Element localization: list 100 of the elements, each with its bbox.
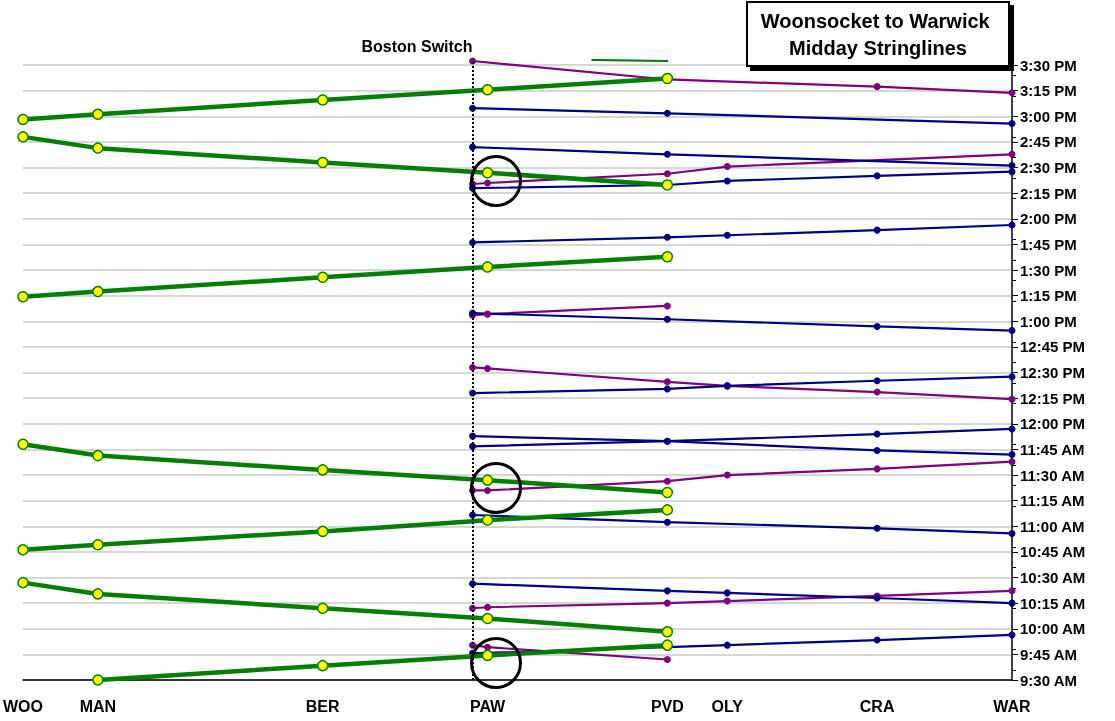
- point: [1008, 150, 1016, 158]
- point: [481, 166, 494, 179]
- point: [661, 626, 674, 638]
- y-tick-label: 2:15 PM: [1020, 184, 1077, 202]
- point: [316, 94, 329, 106]
- point: [481, 261, 494, 273]
- y-tick-label: 10:00 AM: [1020, 620, 1086, 638]
- point: [484, 603, 492, 611]
- point: [17, 290, 29, 303]
- y-tick-label: 2:45 PM: [1020, 133, 1077, 151]
- point: [873, 172, 881, 180]
- y-tick-label: 12:00 PM: [1020, 415, 1086, 433]
- point: [663, 170, 671, 178]
- point: [873, 83, 881, 91]
- point: [481, 514, 494, 526]
- point: [92, 538, 104, 551]
- point: [663, 109, 671, 117]
- point: [1008, 162, 1016, 170]
- y-tick-label: 12:15 PM: [1020, 389, 1086, 407]
- point: [481, 649, 494, 662]
- point: [92, 449, 104, 462]
- y-tick-label: 11:00 AM: [1020, 517, 1085, 535]
- point: [873, 465, 881, 473]
- point: [484, 643, 492, 651]
- point: [661, 486, 674, 499]
- point: [723, 471, 731, 479]
- point: [316, 602, 329, 615]
- x-tick-label: WOO: [3, 697, 43, 715]
- x-tick-label: MAN: [79, 697, 117, 715]
- x-tick-label: BER: [305, 697, 341, 715]
- x-tick-label: WAR: [993, 697, 1032, 715]
- y-tick-label: 1:45 PM: [1020, 235, 1077, 253]
- point: [661, 639, 674, 651]
- point: [1008, 529, 1016, 537]
- y-tick-label: 1:30 PM: [1020, 261, 1077, 279]
- point: [17, 576, 29, 589]
- x-tick-label: CRA: [859, 697, 895, 715]
- point: [92, 674, 104, 686]
- point: [484, 486, 492, 494]
- point: [663, 385, 671, 393]
- point: [481, 83, 494, 96]
- point: [723, 231, 731, 239]
- point: [663, 150, 671, 158]
- point: [481, 612, 494, 625]
- point: [316, 525, 329, 538]
- point: [661, 504, 674, 516]
- point: [1008, 89, 1016, 97]
- y-tick-label: 11:15 AM: [1020, 492, 1085, 510]
- x-tick-label: PVD: [650, 697, 684, 715]
- point: [1008, 168, 1016, 176]
- point: [663, 656, 671, 663]
- y-tick-label: 2:00 PM: [1020, 210, 1077, 228]
- point: [873, 322, 881, 330]
- point: [316, 659, 329, 672]
- y-tick-label: 11:30 AM: [1020, 466, 1085, 484]
- point: [92, 108, 104, 121]
- point: [723, 163, 731, 171]
- y-tick-label: 10:30 AM: [1020, 569, 1086, 587]
- chart-title: Woonsocket to Warwick Midday Stringlines: [760, 9, 996, 59]
- point: [661, 251, 674, 263]
- point: [663, 233, 671, 241]
- x-tick-label: OLY: [711, 697, 744, 715]
- y-tick-label: 11:45 AM: [1020, 440, 1085, 458]
- point: [316, 156, 329, 169]
- point: [1008, 120, 1016, 128]
- y-tick-label: 3:15 PM: [1020, 82, 1077, 100]
- point: [723, 589, 731, 597]
- point: [484, 310, 492, 318]
- point: [723, 177, 731, 185]
- point: [873, 524, 881, 532]
- point: [92, 142, 104, 154]
- point: [873, 226, 881, 234]
- point: [316, 271, 329, 283]
- x-tick-label: PAW: [469, 697, 507, 715]
- point: [17, 544, 29, 556]
- y-tick-label: 2:30 PM: [1020, 159, 1077, 177]
- point: [1008, 327, 1016, 335]
- y-tick-label: 3:30 PM: [1020, 56, 1077, 74]
- y-tick-label: 12:30 PM: [1020, 364, 1086, 382]
- point: [663, 599, 671, 607]
- point: [92, 588, 104, 600]
- point: [723, 597, 731, 605]
- point: [663, 378, 671, 386]
- point: [484, 179, 492, 187]
- point: [663, 302, 671, 310]
- point: [1008, 451, 1016, 459]
- point: [723, 641, 731, 649]
- y-tick-label: 1:00 PM: [1020, 312, 1077, 330]
- y-tick-label: 10:15 AM: [1020, 594, 1086, 612]
- y-tick-label: 10:45 AM: [1020, 543, 1086, 561]
- point: [1008, 458, 1016, 466]
- point: [1008, 395, 1016, 403]
- point: [484, 364, 492, 372]
- point: [17, 131, 29, 143]
- point: [1008, 373, 1016, 381]
- point: [17, 113, 29, 126]
- text: Boston Switch: [361, 37, 473, 55]
- point: [663, 315, 671, 323]
- point: [663, 518, 671, 526]
- point: [481, 474, 494, 486]
